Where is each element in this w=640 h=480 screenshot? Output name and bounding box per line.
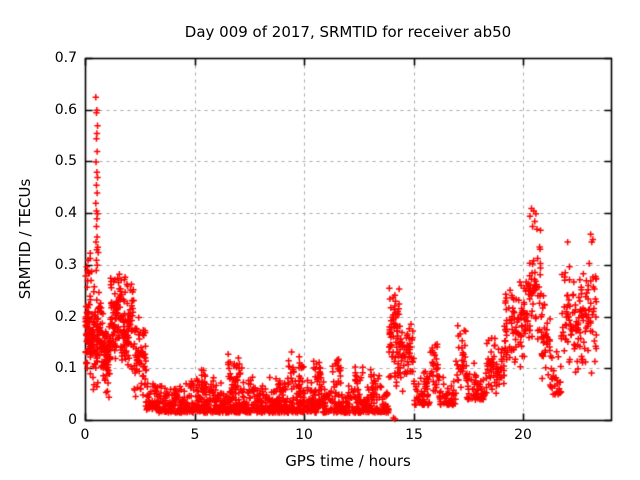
y-tick-label-0.4: 0.4 xyxy=(54,205,77,221)
x-tick-label-10: 10 xyxy=(295,427,313,443)
x-tick-label-5: 5 xyxy=(190,427,200,443)
x-tick-label-15: 15 xyxy=(405,427,423,443)
y-tick-label-0: 0 xyxy=(68,412,77,428)
y-tick-label-0.7: 0.7 xyxy=(54,50,77,66)
y-tick-label-0.2: 0.2 xyxy=(54,309,77,325)
x-axis-title: GPS time / hours xyxy=(285,452,411,470)
y-tick-label-0.3: 0.3 xyxy=(54,257,77,273)
y-tick-label-0.6: 0.6 xyxy=(54,102,77,118)
y-tick-label-0.1: 0.1 xyxy=(54,360,77,376)
y-axis-title: SRMTID / TECUs xyxy=(16,178,34,300)
y-tick-label-0.5: 0.5 xyxy=(54,153,77,169)
chart-title: Day 009 of 2017, SRMTID for receiver ab5… xyxy=(184,23,512,41)
x-tick-label-20: 20 xyxy=(514,427,532,443)
x-tick-label-0: 0 xyxy=(80,427,90,443)
